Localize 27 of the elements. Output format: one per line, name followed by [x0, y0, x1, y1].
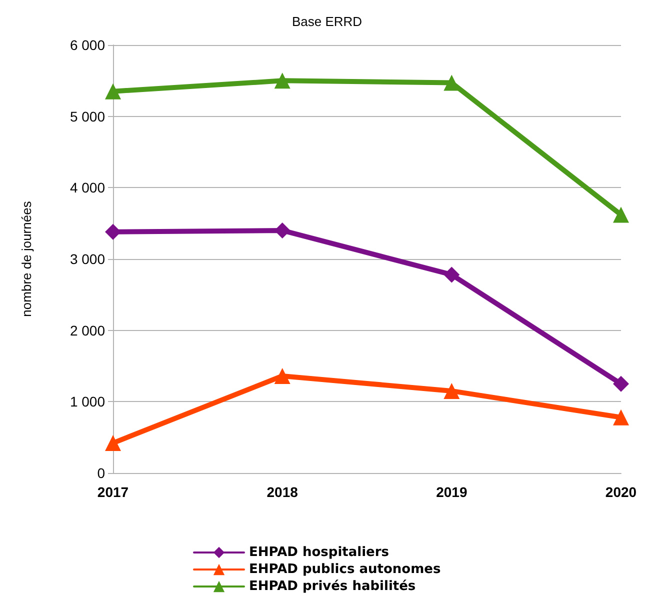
y-tick-label: 1 000	[70, 394, 106, 410]
chart-title: Base ERRD	[292, 14, 362, 29]
point	[105, 83, 121, 100]
point	[613, 206, 629, 223]
y-tick-label: 0	[97, 465, 106, 481]
point	[444, 382, 460, 399]
legend-label: EHPAD publics autonomes	[249, 562, 441, 577]
x-tick-label: 2017	[97, 484, 129, 500]
y-tick-label: 4 000	[70, 180, 106, 196]
point	[444, 266, 460, 283]
point	[613, 376, 629, 392]
x-tick-label: 2018	[266, 484, 298, 500]
x-tick-label: 2020	[605, 484, 637, 500]
point	[613, 409, 629, 426]
point	[444, 74, 460, 91]
y-axis-title: nombre de journées	[19, 200, 34, 317]
point	[274, 72, 290, 89]
point	[105, 224, 121, 240]
x-tick-label: 2019	[436, 484, 468, 500]
point	[105, 435, 121, 452]
y-tick-label: 5 000	[70, 108, 106, 124]
y-tick-label: 3 000	[70, 251, 106, 267]
point	[274, 368, 290, 384]
legend-label: EHPAD hospitaliers	[249, 545, 390, 560]
y-tick-label: 6 000	[70, 37, 106, 53]
legend-label: EHPAD privés habilités	[249, 579, 416, 594]
y-tick-label: 2 000	[70, 322, 106, 338]
